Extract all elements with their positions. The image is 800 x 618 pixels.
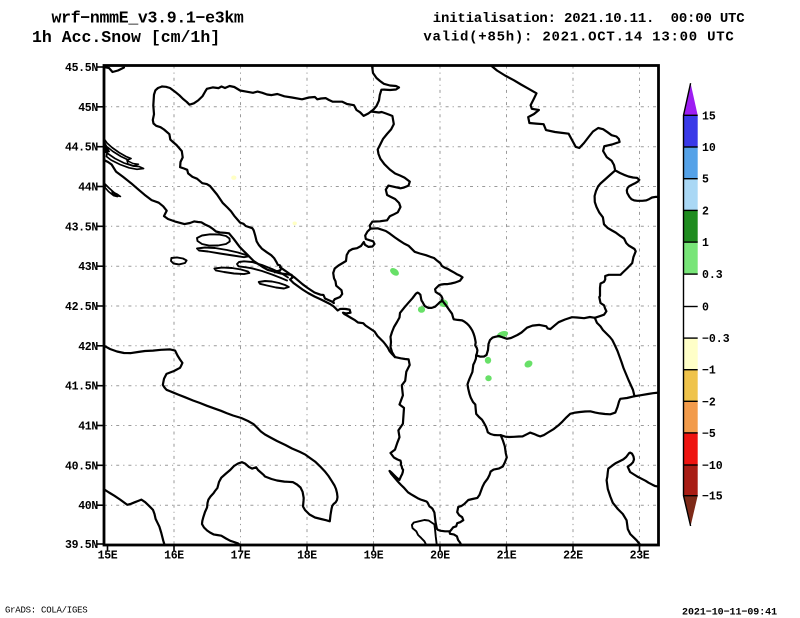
svg-text:20E: 20E [430,550,450,563]
svg-text:45.5N: 45.5N [65,62,98,75]
svg-text:19E: 19E [364,550,384,563]
svg-text:initialisation: 2021.10.11. 0: initialisation: 2021.10.11. 00:00 UTC [433,11,745,27]
svg-text:18E: 18E [297,550,317,563]
svg-text:−2: −2 [702,396,716,409]
svg-text:40N: 40N [78,500,98,513]
svg-text:0: 0 [702,302,709,315]
svg-text:41.5N: 41.5N [65,381,98,394]
svg-text:0.3: 0.3 [702,269,723,282]
svg-text:1h Acc.Snow [cm/1h]: 1h Acc.Snow [cm/1h] [32,28,220,47]
svg-text:21E: 21E [497,550,517,563]
svg-text:22E: 22E [563,550,583,563]
svg-text:41N: 41N [78,421,98,434]
svg-text:42.5N: 42.5N [65,301,98,314]
svg-text:−5: −5 [702,428,716,441]
svg-text:40.5N: 40.5N [65,460,98,473]
svg-text:44.5N: 44.5N [65,142,98,155]
svg-text:GrADS: COLA/IGES: GrADS: COLA/IGES [5,606,87,616]
svg-text:45N: 45N [78,102,98,115]
svg-text:−10: −10 [702,460,723,473]
svg-text:2021−10−11−09:41: 2021−10−11−09:41 [682,608,777,618]
svg-text:−15: −15 [702,491,723,504]
svg-text:valid(+85h): 2021.OCT.14 13:00: valid(+85h): 2021.OCT.14 13:00 UTC [423,30,734,46]
svg-text:−1: −1 [702,365,716,378]
svg-text:23E: 23E [630,550,650,563]
svg-text:43N: 43N [78,261,98,274]
svg-text:44N: 44N [78,182,98,195]
svg-text:1: 1 [702,237,709,250]
svg-text:16E: 16E [164,550,184,563]
svg-text:2: 2 [702,205,709,218]
svg-text:5: 5 [702,174,709,187]
svg-text:17E: 17E [231,550,251,563]
svg-text:wrf−nmmE_v3.9.1−e3km: wrf−nmmE_v3.9.1−e3km [52,9,244,28]
svg-text:42N: 42N [78,341,98,354]
svg-text:39.5N: 39.5N [65,539,98,552]
svg-text:15: 15 [702,110,716,123]
svg-text:43.5N: 43.5N [65,221,98,234]
svg-text:15E: 15E [98,550,118,563]
svg-text:−0.3: −0.3 [702,333,730,346]
svg-text:10: 10 [702,142,716,155]
